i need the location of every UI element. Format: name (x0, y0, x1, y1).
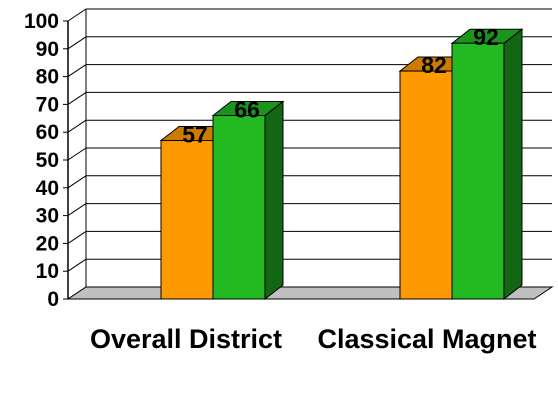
y-tick-label: 30 (36, 205, 59, 228)
bars (159, 28, 524, 301)
gridline-depth (67, 175, 87, 189)
bar-side (264, 100, 284, 301)
gridline-depth (67, 91, 87, 105)
data-label: 92 (473, 24, 499, 50)
x-category-label: Classical Magnet (317, 324, 536, 354)
y-tick-label: 70 (36, 93, 59, 116)
gridline-depth (67, 258, 87, 272)
data-label: 57 (182, 122, 208, 148)
gridline-depth (67, 36, 87, 50)
x-category-label: Overall District (90, 324, 282, 354)
gridline-depth (67, 64, 87, 78)
data-labels: 57 66 82 92 (182, 24, 499, 147)
y-tick-label: 80 (36, 66, 59, 89)
bar (160, 140, 214, 300)
gridline-depth (67, 203, 87, 217)
y-tick-label: 50 (36, 149, 59, 172)
y-tick-label: 90 (36, 38, 59, 61)
y-axis: 0 10 20 30 40 50 60 70 80 90 100 (24, 9, 87, 311)
y-tick-label: 20 (36, 232, 59, 255)
data-label: 66 (234, 97, 260, 123)
data-label: 82 (421, 52, 447, 78)
gridline-depth (67, 230, 87, 244)
y-tick-label: 10 (36, 260, 59, 283)
y-tick-label: 0 (47, 288, 59, 311)
gridline-depth (67, 147, 87, 161)
bar (212, 115, 266, 300)
gridline-depth (67, 8, 87, 22)
y-tick-label: 40 (36, 177, 59, 200)
y-tick-label: 60 (36, 121, 59, 144)
bar (451, 42, 505, 300)
y-tick-label: 100 (24, 10, 59, 33)
gridline-depth (67, 119, 87, 133)
bar-side (503, 28, 523, 301)
x-axis-labels: Overall District Classical Magnet (90, 324, 537, 354)
bar (399, 70, 453, 300)
